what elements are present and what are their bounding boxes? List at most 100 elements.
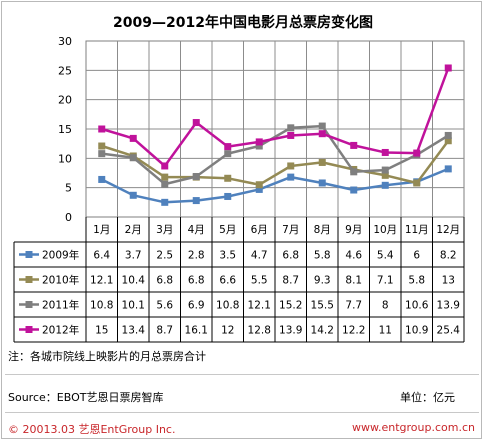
data-label: 5.5: [251, 275, 268, 287]
data-label: 16.1: [185, 325, 208, 337]
data-point-2009年: [224, 192, 232, 200]
data-label: 15: [95, 325, 108, 337]
data-label: 13: [442, 275, 455, 287]
data-point-2011年: [161, 180, 169, 188]
series-line-2011年: [101, 124, 449, 186]
data-label: 2.5: [156, 250, 173, 262]
data-label: 12.2: [342, 325, 365, 337]
data-label: 8: [382, 300, 389, 312]
data-label: 6.9: [188, 300, 205, 312]
data-label: 10.1: [122, 300, 145, 312]
data-point-2011年: [192, 173, 200, 181]
data-point-2011年: [350, 168, 358, 176]
data-label: 12: [221, 325, 234, 337]
data-label: 6.6: [219, 275, 236, 287]
data-label: 4.7: [251, 250, 268, 262]
data-point-2012年: [255, 138, 263, 146]
data-point-2010年: [224, 174, 232, 182]
x-tick-label: 9月: [345, 224, 362, 236]
data-label: 8.2: [440, 250, 457, 262]
data-label: 15.5: [311, 300, 334, 312]
data-point-2009年: [444, 165, 452, 173]
data-point-2012年: [413, 149, 421, 157]
data-point-2011年: [255, 142, 263, 150]
website-text: www.entgroup.com.cn: [352, 421, 475, 434]
data-point-2009年: [161, 198, 169, 206]
data-label: 14.2: [311, 325, 334, 337]
data-label: 12.8: [248, 325, 271, 337]
data-point-2010年: [287, 162, 295, 170]
data-point-2011年: [224, 150, 232, 158]
y-tick-label: 5: [65, 182, 72, 195]
data-label: 8.7: [156, 325, 173, 337]
data-label: 9.3: [314, 275, 331, 287]
data-point-2012年: [318, 130, 326, 138]
x-tick-label: 2月: [125, 224, 142, 236]
data-point-2009年: [350, 186, 358, 194]
data-label: 6.8: [188, 275, 205, 287]
data-point-2009年: [129, 191, 137, 199]
data-point-2009年: [287, 173, 295, 181]
data-point-2012年: [192, 119, 200, 127]
data-label: 3.5: [219, 250, 236, 262]
data-label: 3.7: [125, 250, 142, 262]
data-label: 5.8: [314, 250, 331, 262]
data-label: 12.1: [248, 300, 271, 312]
data-label: 6.4: [93, 250, 110, 262]
data-label: 13.9: [279, 325, 302, 337]
x-tick-label: 3月: [156, 224, 173, 236]
data-point-2012年: [444, 64, 452, 72]
legend-marker-2009年: [25, 251, 33, 258]
data-point-2010年: [444, 137, 452, 145]
data-label: 25.4: [437, 325, 461, 337]
data-point-2012年: [129, 134, 137, 142]
data-label: 12.1: [90, 275, 113, 287]
legend-marker-2011年: [25, 301, 33, 308]
copyright-text: © 20013.03 艺恩EntGroup Inc.: [8, 423, 176, 436]
legend-label: 2012年: [42, 324, 79, 337]
data-label: 5.4: [377, 250, 394, 262]
data-point-2012年: [161, 162, 169, 170]
data-point-2010年: [255, 181, 263, 189]
data-point-2011年: [318, 122, 326, 130]
divider-top: [5, 374, 479, 375]
data-point-2010年: [381, 171, 389, 179]
data-point-2012年: [381, 148, 389, 156]
data-label: 13.4: [122, 325, 146, 337]
data-label: 10.8: [216, 300, 239, 312]
x-tick-label: 4月: [188, 224, 205, 236]
data-point-2011年: [287, 124, 295, 132]
data-point-2009年: [318, 179, 326, 187]
data-point-2009年: [255, 185, 263, 193]
legend-marker-2010年: [25, 276, 33, 283]
legend-label: 2011年: [42, 299, 79, 312]
data-point-2012年: [224, 143, 232, 151]
data-point-2011年: [98, 150, 106, 158]
data-label: 5.6: [156, 300, 173, 312]
data-label: 8.1: [345, 275, 362, 287]
data-point-2012年: [287, 131, 295, 139]
divider-bottom: [5, 412, 479, 413]
y-tick-label: 30: [58, 35, 72, 48]
data-label: 7.7: [345, 300, 362, 312]
y-tick-label: 25: [58, 64, 72, 77]
y-tick-label: 20: [58, 94, 72, 107]
data-label: 6: [413, 250, 420, 262]
chart-title: 2009—2012年中国电影月总票房变化图: [113, 14, 373, 31]
x-tick-label: 5月: [219, 224, 236, 236]
data-label: 15.2: [279, 300, 302, 312]
data-point-2012年: [98, 125, 106, 133]
data-label: 6.8: [156, 275, 173, 287]
y-tick-label: 10: [58, 152, 72, 165]
data-label: 13.9: [437, 300, 460, 312]
series-line-2009年: [101, 167, 449, 204]
data-label: 10.6: [405, 300, 429, 312]
x-tick-label: 6月: [251, 224, 268, 236]
data-point-2010年: [413, 179, 421, 187]
x-tick-label: 7月: [282, 224, 299, 236]
source-text: Source：EBOT艺恩日票房智库: [8, 391, 164, 404]
x-tick-label: 1月: [93, 224, 110, 236]
data-point-2009年: [192, 197, 200, 205]
data-label: 2.8: [188, 250, 205, 262]
